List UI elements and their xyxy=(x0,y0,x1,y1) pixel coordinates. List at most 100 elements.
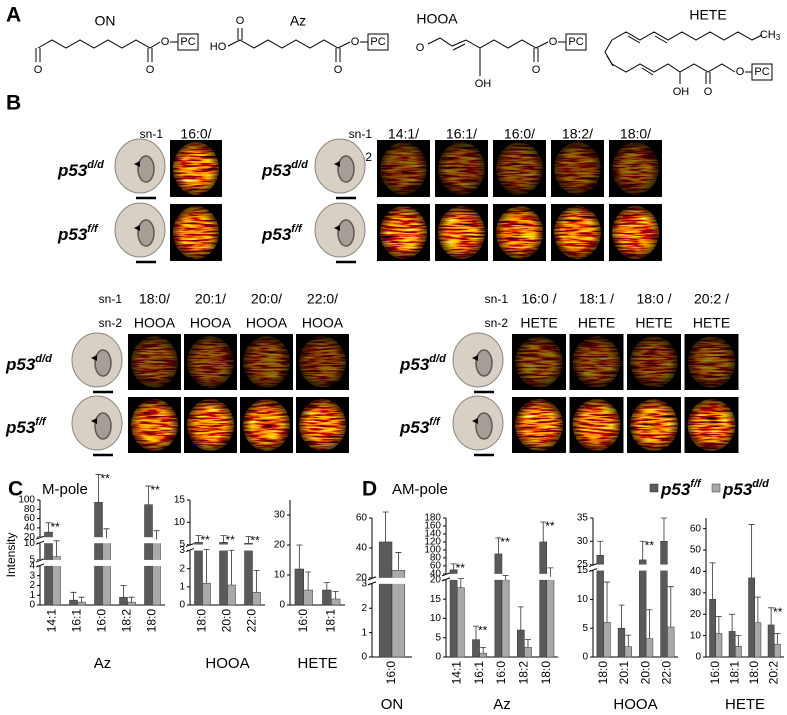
axis-break-mark xyxy=(441,572,451,577)
y-tick-label: 40 xyxy=(24,523,36,534)
chemical-bond xyxy=(641,67,654,76)
lipid-label: 16:1/ xyxy=(446,126,477,142)
y-tick-label: 180 xyxy=(424,513,441,524)
error-bar xyxy=(735,635,742,647)
y-tick-label: 30 xyxy=(690,587,702,598)
significance-label: ** xyxy=(456,561,466,575)
bar xyxy=(715,633,723,658)
heatmap-vignette xyxy=(438,142,485,195)
molecule-name: HETE xyxy=(689,7,726,23)
heatmap-image xyxy=(612,142,659,195)
y-tick-label: 40 xyxy=(690,566,702,577)
error-bar xyxy=(639,540,646,560)
error-bar xyxy=(203,548,210,584)
legend-swatch xyxy=(649,483,659,493)
y-tick-label: 0 xyxy=(361,652,367,663)
x-tick-label: 18:0 xyxy=(195,609,209,633)
y-tick-label: 3 xyxy=(29,570,35,581)
y-tick-label: 0 xyxy=(179,600,185,611)
y-tick-label: 10 xyxy=(24,538,36,549)
bar xyxy=(252,592,261,606)
lipid-label: 16:0/ xyxy=(180,126,211,142)
x-tick-label: 20:0 xyxy=(638,661,652,685)
heatmap-vignette xyxy=(630,399,678,451)
chemical-bond xyxy=(427,37,549,49)
genotype-base: p53 xyxy=(399,355,430,374)
arrowhead xyxy=(91,355,97,361)
atom-label: OH xyxy=(673,86,690,98)
error-bar xyxy=(457,578,464,588)
genotype-base: p53 xyxy=(5,418,36,437)
bar xyxy=(127,601,136,606)
legend-swatch xyxy=(711,483,721,493)
bar xyxy=(219,542,228,606)
significance-label: ** xyxy=(645,538,655,552)
bar xyxy=(728,631,736,658)
axis-break-mark xyxy=(35,540,45,545)
genotype-base: p53 xyxy=(399,418,430,437)
legend-label: p53f/f xyxy=(660,478,702,500)
error-bar xyxy=(305,571,312,590)
y-tick-label: 20 xyxy=(356,572,368,583)
axis-break-mark xyxy=(185,548,195,553)
heatmap-image xyxy=(299,399,346,451)
error-bar xyxy=(768,607,775,625)
genotype-superscript: d/d xyxy=(87,159,104,171)
heatmap-vignette xyxy=(496,142,543,195)
lipid-label: HETE xyxy=(578,315,615,331)
error-bar xyxy=(480,646,487,654)
y-tick-label: 5 xyxy=(582,623,588,634)
bar xyxy=(119,596,128,606)
x-axis-label: HETE xyxy=(725,696,765,713)
x-tick-label: 22:0 xyxy=(660,661,674,685)
atom-label: O xyxy=(736,66,745,78)
error-bar xyxy=(145,485,152,505)
genotype-superscript: f/f xyxy=(87,223,99,235)
axis-break xyxy=(188,544,265,551)
genotype-superscript: d/d xyxy=(291,159,308,171)
heatmap-vignette xyxy=(572,336,621,388)
x-axis-label: Az xyxy=(493,696,511,713)
error-bar xyxy=(382,511,389,542)
heatmap-image xyxy=(496,206,543,259)
genotype-base: p53 xyxy=(261,161,292,180)
significance-label: ** xyxy=(545,519,555,533)
arrowhead xyxy=(334,225,340,231)
heatmap-vignette xyxy=(243,336,290,388)
arrowhead xyxy=(334,161,340,167)
error-bar xyxy=(502,574,509,580)
heatmap-vignette xyxy=(173,206,219,259)
heatmap-vignette xyxy=(515,336,563,388)
bar xyxy=(152,539,161,606)
bar xyxy=(94,502,103,606)
chemical-bond xyxy=(627,35,641,44)
error-bar xyxy=(296,544,303,569)
sn-label: sn-1 xyxy=(99,292,123,306)
error-bar xyxy=(715,615,722,634)
heatmap-image xyxy=(630,336,678,388)
error-bar xyxy=(120,585,127,598)
bar xyxy=(774,643,781,658)
heatmap-image xyxy=(630,399,678,451)
bar xyxy=(202,582,211,606)
panel-title: AM-pole xyxy=(392,481,448,498)
sn-label: sn-1 xyxy=(349,127,373,141)
heatmap-vignette xyxy=(187,399,234,451)
heatmap-image xyxy=(515,399,563,451)
heatmap-vignette xyxy=(131,399,178,451)
bar xyxy=(102,538,111,606)
y-tick-label: 30 xyxy=(577,536,589,547)
y-tick-label: 10 xyxy=(690,630,702,641)
x-tick-label: 20:2 xyxy=(766,661,780,685)
heatmap-image xyxy=(173,206,219,259)
genotype-label: p53f/f xyxy=(5,416,47,438)
y-tick-label: 20 xyxy=(274,540,286,551)
y-tick-label: 10 xyxy=(577,594,589,605)
atom-label: O xyxy=(351,36,360,48)
error-bar xyxy=(395,552,402,571)
bar xyxy=(449,569,458,658)
heatmap-image xyxy=(554,142,601,195)
error-bar xyxy=(153,530,160,540)
arrowhead xyxy=(472,418,478,424)
